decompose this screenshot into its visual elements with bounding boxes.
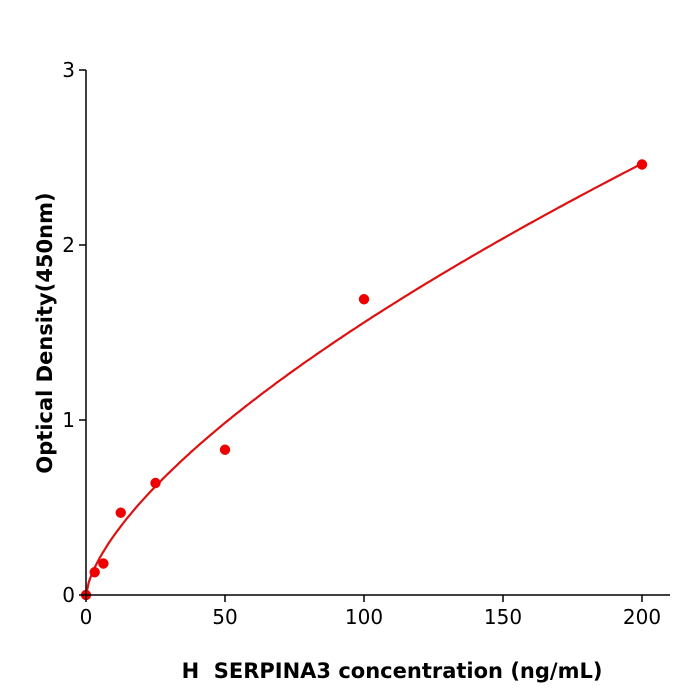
y-tick-label: 1 bbox=[62, 408, 75, 432]
fit-curve bbox=[84, 162, 643, 596]
x-ticks: 0 50 100 150 200 bbox=[80, 595, 661, 629]
data-point bbox=[115, 507, 126, 518]
x-tick-label: 100 bbox=[345, 605, 383, 629]
data-point bbox=[358, 294, 370, 305]
axes bbox=[85, 70, 670, 596]
y-tick-label: 3 bbox=[62, 58, 75, 82]
data-point bbox=[150, 477, 161, 489]
y-tick-label: 0 bbox=[62, 583, 75, 607]
plot-area bbox=[80, 159, 648, 601]
data-point bbox=[89, 567, 100, 578]
x-tick-label: 50 bbox=[212, 605, 237, 629]
y-ticks: 0 1 2 3 bbox=[62, 58, 86, 607]
data-point bbox=[636, 159, 648, 170]
x-tick-label: 150 bbox=[484, 605, 522, 629]
y-axis-label: Optical Density(450nm) bbox=[33, 192, 57, 473]
data-point bbox=[219, 444, 231, 455]
data-point bbox=[98, 558, 109, 569]
x-tick-label: 0 bbox=[80, 605, 93, 629]
x-axis-label: H SERPINA3 concentration (ng/mL) bbox=[182, 659, 603, 683]
x-tick-label: 200 bbox=[623, 605, 661, 629]
y-tick-label: 2 bbox=[62, 233, 75, 257]
